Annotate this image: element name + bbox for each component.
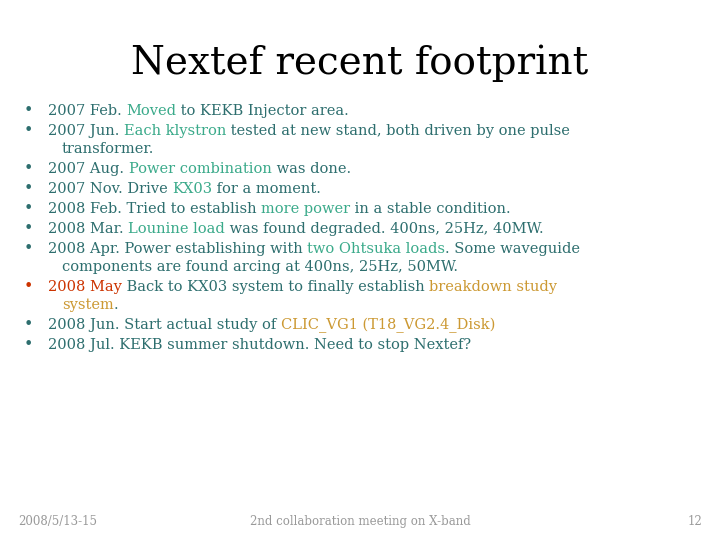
- Text: was done.: was done.: [271, 162, 351, 176]
- Text: tested at new stand, both driven by one pulse: tested at new stand, both driven by one …: [226, 124, 570, 138]
- Text: •: •: [23, 181, 32, 196]
- Text: 2008 Mar.: 2008 Mar.: [48, 222, 128, 236]
- Text: for a moment.: for a moment.: [212, 182, 321, 196]
- Text: •: •: [23, 123, 32, 138]
- Text: to KEKB Injector area.: to KEKB Injector area.: [176, 104, 349, 118]
- Text: 2007 Feb.: 2007 Feb.: [48, 104, 127, 118]
- Text: breakdown study: breakdown study: [429, 280, 557, 294]
- Text: 2nd collaboration meeting on X-band: 2nd collaboration meeting on X-band: [250, 515, 470, 528]
- Text: 2008/5/13-15: 2008/5/13-15: [18, 515, 97, 528]
- Text: Moved: Moved: [127, 104, 176, 118]
- Text: 2008 Jun. Start actual study of: 2008 Jun. Start actual study of: [48, 318, 281, 332]
- Text: Power combination: Power combination: [129, 162, 271, 176]
- Text: 2008 May: 2008 May: [48, 280, 122, 294]
- Text: more power: more power: [261, 202, 351, 216]
- Text: •: •: [23, 241, 32, 256]
- Text: Lounine load: Lounine load: [128, 222, 225, 236]
- Text: Nextef recent footprint: Nextef recent footprint: [131, 45, 589, 83]
- Text: components are found arcing at 400ns, 25Hz, 50MW.: components are found arcing at 400ns, 25…: [62, 260, 458, 274]
- Text: .: .: [114, 298, 118, 312]
- Text: KX03: KX03: [172, 182, 212, 196]
- Text: •: •: [23, 103, 32, 118]
- Text: •: •: [23, 337, 32, 352]
- Text: . Some waveguide: . Some waveguide: [446, 242, 580, 256]
- Text: two Ohtsuka loads: two Ohtsuka loads: [307, 242, 446, 256]
- Text: 2008 Apr. Power establishing with: 2008 Apr. Power establishing with: [48, 242, 307, 256]
- Text: •: •: [23, 279, 32, 294]
- Text: system: system: [62, 298, 114, 312]
- Text: •: •: [23, 221, 32, 236]
- Text: Back to KX03 system to finally establish: Back to KX03 system to finally establish: [122, 280, 429, 294]
- Text: 2007 Aug.: 2007 Aug.: [48, 162, 129, 176]
- Text: 2008 Jul. KEKB summer shutdown. Need to stop Nextef?: 2008 Jul. KEKB summer shutdown. Need to …: [48, 338, 471, 352]
- Text: 2008 Feb. Tried to establish: 2008 Feb. Tried to establish: [48, 202, 261, 216]
- Text: •: •: [23, 201, 32, 216]
- Text: •: •: [23, 317, 32, 332]
- Text: in a stable condition.: in a stable condition.: [351, 202, 511, 216]
- Text: 2007 Jun.: 2007 Jun.: [48, 124, 124, 138]
- Text: •: •: [23, 161, 32, 176]
- Text: 2007 Nov. Drive: 2007 Nov. Drive: [48, 182, 172, 196]
- Text: 12: 12: [688, 515, 702, 528]
- Text: Each klystron: Each klystron: [124, 124, 226, 138]
- Text: CLIC_VG1 (T18_VG2.4_Disk): CLIC_VG1 (T18_VG2.4_Disk): [281, 318, 495, 333]
- Text: transformer.: transformer.: [62, 142, 154, 156]
- Text: was found degraded. 400ns, 25Hz, 40MW.: was found degraded. 400ns, 25Hz, 40MW.: [225, 222, 544, 236]
